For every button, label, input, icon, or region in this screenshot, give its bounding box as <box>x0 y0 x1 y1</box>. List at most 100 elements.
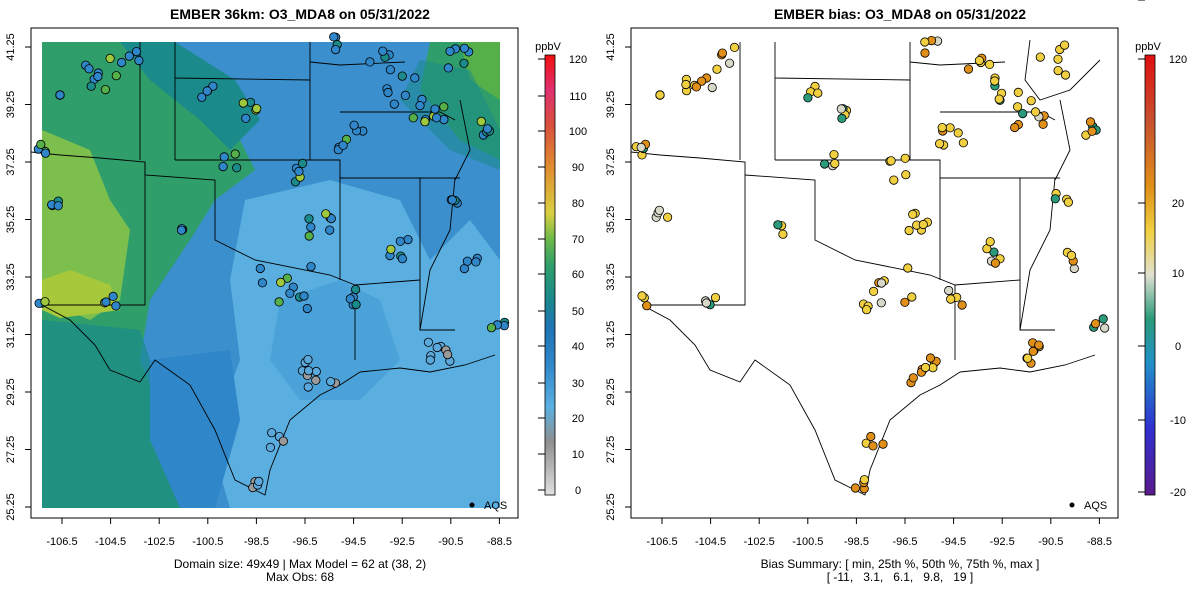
model-footer-line2: Max Obs: 68 <box>265 570 335 584</box>
colorbar-tick-label: -120 <box>1167 0 1189 3</box>
station-dot <box>707 82 717 93</box>
x-tick-label: -100.5 <box>192 536 223 548</box>
station-dot <box>321 209 331 219</box>
station-dot <box>725 58 735 68</box>
station-dot <box>40 148 51 158</box>
station-dot <box>459 58 469 68</box>
station-dot <box>232 163 242 173</box>
station-dot <box>907 292 917 302</box>
x-tick-label: -88.5 <box>487 536 512 548</box>
y-tick-label: 33.25 <box>5 263 17 291</box>
station-dot <box>712 64 722 74</box>
bias-station-dots <box>631 35 1110 494</box>
station-dot <box>420 117 430 127</box>
x-tick-label: -104.5 <box>95 536 126 548</box>
station-dot <box>84 64 94 74</box>
station-dot <box>868 286 879 296</box>
station-dot <box>218 162 228 172</box>
station-dot <box>447 195 457 205</box>
station-dot <box>990 258 1000 268</box>
x-tick-label: -104.5 <box>695 536 726 548</box>
y-tick-label: 37.25 <box>605 148 617 176</box>
station-dot <box>773 220 783 230</box>
station-dot <box>482 124 493 134</box>
station-dot <box>255 263 265 274</box>
station-dot <box>994 94 1004 104</box>
station-dot <box>637 291 647 301</box>
station-dot <box>876 278 887 288</box>
station-dot <box>1034 340 1044 350</box>
station-dot <box>813 88 823 98</box>
station-dot <box>278 436 288 446</box>
station-dot <box>904 225 914 236</box>
station-dot <box>710 292 721 303</box>
station-dot <box>197 92 207 102</box>
station-dot <box>254 476 264 486</box>
aqs-legend-label: AQS <box>1084 500 1107 512</box>
x-tick-label: -106.5 <box>46 536 77 548</box>
station-dot <box>386 244 396 254</box>
station-dot <box>963 64 974 74</box>
colorbar-tick-label: 110 <box>569 91 587 103</box>
y-tick-label: 29.25 <box>605 378 617 406</box>
station-dot <box>257 278 267 288</box>
station-dot <box>378 46 388 56</box>
station-dot <box>330 44 341 55</box>
colorbar-tick-label: 10 <box>572 449 584 461</box>
station-dot <box>925 353 936 363</box>
bias-map-title: EMBER bias: O3_MDA8 on 05/31/2022 <box>773 6 1027 22</box>
station-dot <box>1090 319 1101 329</box>
station-dot <box>338 140 348 150</box>
station-dot <box>238 98 248 108</box>
station-dot <box>953 128 963 138</box>
station-dot <box>124 51 134 61</box>
station-dot <box>389 99 399 109</box>
y-tick-label: 39.25 <box>5 91 17 119</box>
y-tick-label: 27.25 <box>5 436 17 464</box>
station-dot <box>1087 126 1097 136</box>
station-dot <box>265 442 275 452</box>
station-dot <box>445 46 455 56</box>
bias-colorbar-unit: ppbV <box>1135 41 1161 53</box>
station-dot <box>299 291 309 301</box>
station-dot <box>350 284 361 295</box>
station-dot <box>403 235 413 245</box>
station-dot <box>349 120 359 130</box>
station-dot <box>383 87 393 98</box>
x-tick-label: -102.5 <box>144 536 175 548</box>
colorbar-tick-label: 40 <box>572 341 584 353</box>
station-dot <box>93 71 103 82</box>
colorbar-tick-label: 0 <box>575 485 581 497</box>
colorbar-tick-label: 20 <box>1172 198 1184 210</box>
station-dot <box>681 79 691 90</box>
station-dot <box>1066 250 1077 260</box>
station-dot <box>984 59 995 70</box>
station-dot <box>108 291 118 301</box>
colorbar-tick-label: 70 <box>572 234 584 246</box>
station-dot <box>303 354 313 365</box>
bias-map-plot: AQS -106.5 -104.5 -102.5 -100.5 -98.5 -96.5 -9… <box>605 0 1189 548</box>
model-x-axis: -106.5 -104.5 -102.5 -100.5 -98.5 -96.5 -94.5 -… <box>46 518 512 548</box>
station-dot <box>471 257 481 267</box>
station-dot <box>397 71 407 81</box>
y-tick-label: 37.25 <box>5 148 17 176</box>
station-dot <box>655 90 665 100</box>
station-dot <box>876 298 886 308</box>
aqs-legend-marker <box>469 502 475 508</box>
station-dot <box>920 37 930 47</box>
station-dot <box>691 82 702 92</box>
station-dot <box>778 229 788 239</box>
model-map-plot: AQS -106.5 -104.5 -102.5 -100.5 -98.5 -96.5 -9… <box>5 27 587 548</box>
station-dot <box>878 439 888 449</box>
model-station-dots <box>33 32 510 493</box>
station-dot <box>1023 353 1033 363</box>
bias-y-axis: 41.25 39.25 37.25 35.25 33.25 31.25 29.25 27.25… <box>605 33 631 521</box>
y-tick-label: 29.25 <box>5 378 17 406</box>
station-dot <box>642 301 652 311</box>
station-dot <box>486 323 497 333</box>
station-dot <box>55 90 65 100</box>
station-dot <box>957 300 967 310</box>
station-dot <box>908 373 918 383</box>
station-dot <box>900 153 910 163</box>
